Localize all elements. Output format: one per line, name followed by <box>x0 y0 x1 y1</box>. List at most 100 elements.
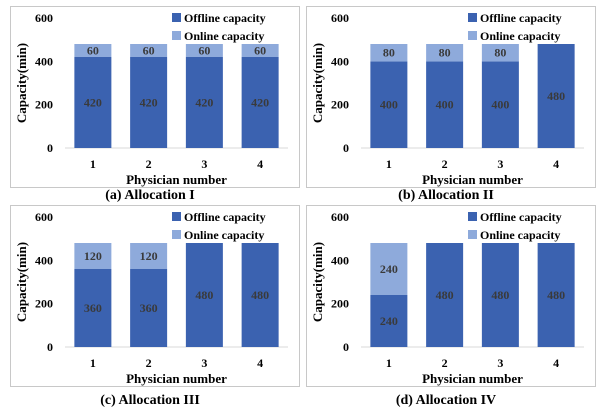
data-label-a-0-2: 420 <box>195 96 213 110</box>
x-axis-label-a: Physician number <box>126 172 227 187</box>
bar-a-0-1 <box>130 57 168 148</box>
data-label-d-0-2: 480 <box>491 288 509 302</box>
bar-b-1-0 <box>370 44 408 62</box>
bar-b-1-2 <box>481 44 519 62</box>
x-tick-label-d-3: 4 <box>553 356 559 370</box>
bar-c-0-2 <box>185 243 223 347</box>
bar-a-1-2 <box>185 44 223 57</box>
data-label-b-1-0: 80 <box>383 46 395 60</box>
x-tick-label-d-2: 3 <box>497 356 503 370</box>
data-label-b-1-2: 80 <box>494 46 506 60</box>
y-axis-label-a: Capacity(min) <box>14 43 29 123</box>
x-tick-label-a-3: 4 <box>257 157 263 171</box>
y-axis-label-d: Capacity(min) <box>310 242 325 322</box>
legend-label-d-0: Offline capacity <box>480 210 562 224</box>
data-label-b-0-0: 400 <box>380 98 398 112</box>
bar-d-0-1 <box>426 243 464 347</box>
chart-b: 0 200 400 600 Capacity(min) 400 80 1 400 80 2 400 80… <box>306 6 596 188</box>
legend-label-b-0: Offline capacity <box>480 11 562 25</box>
data-label-c-1-0: 120 <box>84 249 102 263</box>
chart-c: 0 200 400 600 Capacity(min) 360 120 1 360 120 2 480… <box>10 205 300 387</box>
bar-d-0-0 <box>370 295 408 347</box>
caption-a: (a) Allocation I <box>105 188 195 203</box>
y-tick-label-b-0: 0 <box>343 141 349 155</box>
y-tick-label-b-2: 400 <box>331 54 349 68</box>
data-label-c-0-1: 360 <box>140 301 158 315</box>
bar-b-0-1 <box>426 61 464 149</box>
bar-d-1-0 <box>370 243 408 295</box>
bar-c-0-3 <box>241 243 279 347</box>
bar-a-0-2 <box>185 57 223 148</box>
caption-d: (d) Allocation IV <box>395 393 497 408</box>
data-label-b-0-3: 480 <box>547 89 565 103</box>
x-axis-label-c: Physician number <box>126 371 227 386</box>
data-label-a-0-1: 420 <box>140 96 158 110</box>
chart-frame-b <box>306 6 596 188</box>
data-label-c-1-1: 120 <box>140 249 158 263</box>
data-label-a-0-0: 420 <box>84 96 102 110</box>
chart-frame-d <box>306 205 596 387</box>
data-label-c-0-2: 480 <box>195 288 213 302</box>
x-tick-label-b-0: 1 <box>386 157 392 171</box>
x-tick-label-c-2: 3 <box>201 356 207 370</box>
x-tick-label-c-0: 1 <box>90 356 96 370</box>
bar-d-0-2 <box>481 243 519 347</box>
bar-c-1-1 <box>130 243 168 269</box>
caption-b: (b) Allocation II <box>398 188 494 203</box>
data-label-d-0-0: 240 <box>380 314 398 328</box>
data-label-b-1-1: 80 <box>439 46 451 60</box>
x-tick-label-b-2: 3 <box>497 157 503 171</box>
y-tick-label-d-3: 600 <box>331 210 349 224</box>
y-tick-label-d-1: 200 <box>331 297 349 311</box>
x-tick-label-d-1: 2 <box>442 356 448 370</box>
bar-c-0-0 <box>74 269 112 347</box>
chart-a: 0 200 400 600 Capacity(min) 420 60 1 420 60 2 420 60… <box>10 6 300 188</box>
legend-label-a-0: Offline capacity <box>184 11 266 25</box>
x-axis-label-b: Physician number <box>422 172 523 187</box>
data-label-d-1-0: 240 <box>380 262 398 276</box>
legend-label-d-1: Online capacity <box>480 228 560 242</box>
y-tick-label-b-1: 200 <box>331 98 349 112</box>
bar-c-1-0 <box>74 243 112 269</box>
bar-b-0-3 <box>537 44 575 148</box>
y-tick-label-d-2: 400 <box>331 253 349 267</box>
y-tick-label-d-0: 0 <box>343 340 349 354</box>
legend-swatch-b-0 <box>468 13 477 22</box>
y-tick-label-c-1: 200 <box>35 297 53 311</box>
legend-swatch-c-0 <box>172 212 181 221</box>
data-label-a-0-3: 420 <box>251 96 269 110</box>
y-axis-label-c: Capacity(min) <box>14 242 29 322</box>
legend-swatch-c-1 <box>172 230 181 239</box>
data-label-a-1-3: 60 <box>254 44 266 58</box>
legend-swatch-d-0 <box>468 212 477 221</box>
x-axis-label-d: Physician number <box>422 371 523 386</box>
chart-panel-c: 0 200 400 600 Capacity(min) 360 120 1 360 120 2 480… <box>10 205 300 387</box>
legend-swatch-a-0 <box>172 13 181 22</box>
bar-a-0-3 <box>241 57 279 148</box>
chart-frame-a <box>10 6 300 188</box>
legend-label-b-1: Online capacity <box>480 29 560 43</box>
bar-b-1-1 <box>426 44 464 62</box>
x-tick-label-a-1: 2 <box>146 157 152 171</box>
chart-frame-c <box>10 205 300 387</box>
bar-a-1-3 <box>241 44 279 57</box>
legend-swatch-a-1 <box>172 31 181 40</box>
x-tick-label-a-0: 1 <box>90 157 96 171</box>
legend-label-a-1: Online capacity <box>184 29 264 43</box>
data-label-b-0-2: 400 <box>491 98 509 112</box>
data-label-a-1-1: 60 <box>143 44 155 58</box>
data-label-a-1-0: 60 <box>87 44 99 58</box>
bar-b-0-0 <box>370 61 408 149</box>
x-tick-label-b-3: 4 <box>553 157 559 171</box>
x-tick-label-c-1: 2 <box>146 356 152 370</box>
y-tick-label-a-2: 400 <box>35 54 53 68</box>
bar-c-0-1 <box>130 269 168 347</box>
legend-label-c-1: Online capacity <box>184 228 264 242</box>
x-tick-label-c-3: 4 <box>257 356 263 370</box>
bar-a-1-0 <box>74 44 112 57</box>
x-tick-label-d-0: 1 <box>386 356 392 370</box>
chart-panel-a: 0 200 400 600 Capacity(min) 420 60 1 420 60 2 420 60… <box>10 6 300 188</box>
legend-label-c-0: Offline capacity <box>184 210 266 224</box>
bar-a-0-0 <box>74 57 112 148</box>
y-tick-label-c-0: 0 <box>47 340 53 354</box>
